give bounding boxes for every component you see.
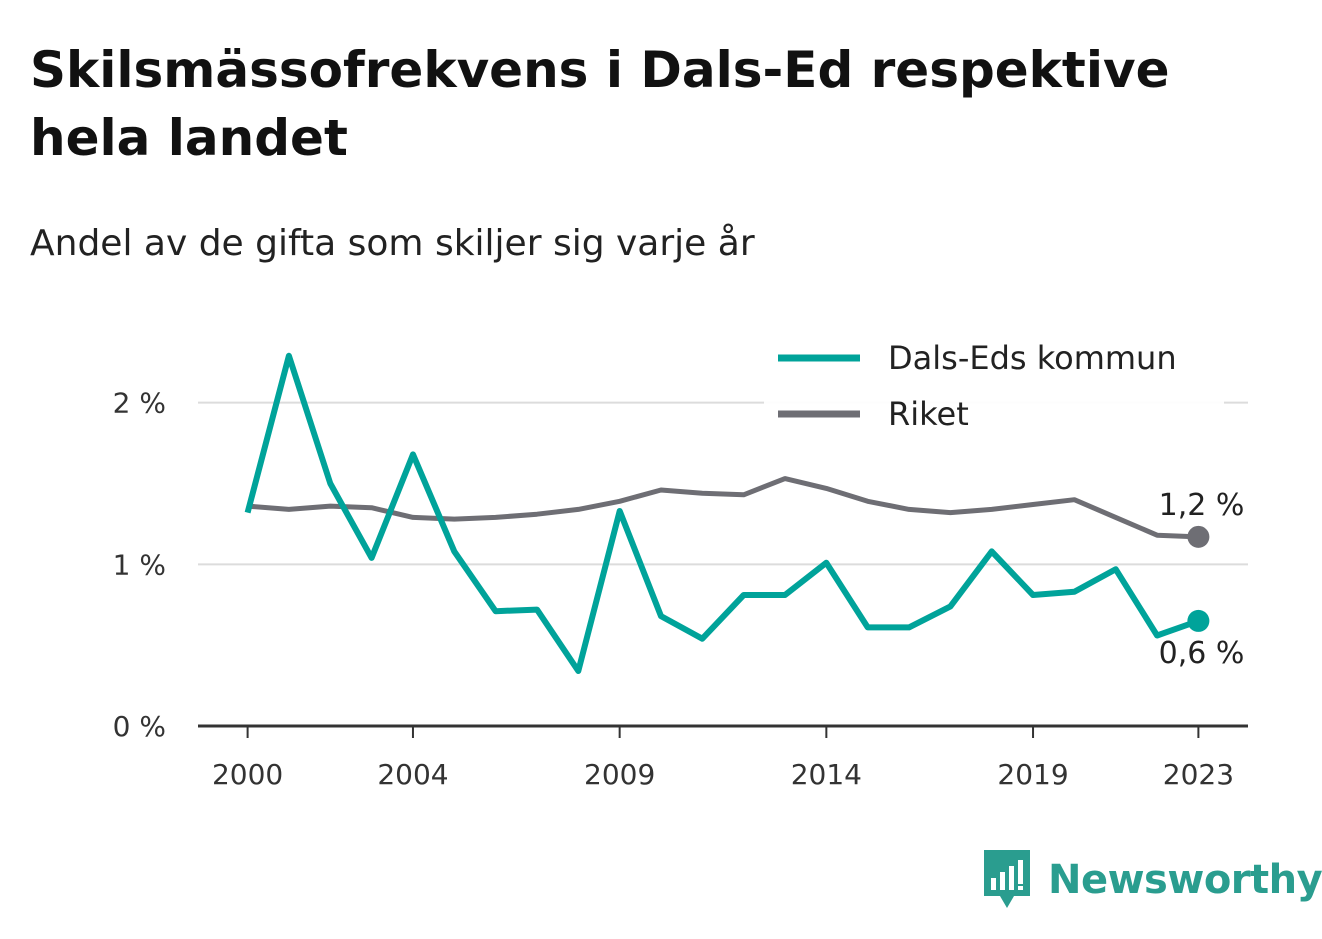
chart-subtitle: Andel av de gifta som skiljer sig varje … (30, 223, 755, 264)
end-label-riket: 1,2 % (1159, 488, 1245, 523)
series-line-riket (247, 476, 1199, 540)
brand-name: Newsworthy (1048, 857, 1322, 903)
x-tick-label: 2014 (791, 758, 862, 791)
x-tick-label: 2000 (212, 758, 283, 791)
legend-background (764, 336, 1224, 446)
series-line-dals-ed (244, 352, 1200, 674)
x-tick-label: 2019 (997, 758, 1068, 791)
legend-label: Dals-Eds kommun (888, 339, 1177, 377)
newsworthy-brand: Newsworthy (980, 848, 1322, 912)
x-tick-label: 2009 (584, 758, 655, 791)
end-label-dals-ed: 0,6 % (1159, 636, 1245, 671)
x-tick-label: 2023 (1163, 758, 1234, 791)
y-tick-label: 0 % (113, 710, 166, 743)
series-lines (244, 352, 1210, 674)
end-labels: 1,2 % 0,6 % (1159, 488, 1245, 671)
legend-label: Riket (888, 395, 969, 433)
axes: 0 % 1 % 2 % 2000 2004 2009 2014 2019 2023 (113, 387, 1248, 791)
x-tick-label: 2004 (377, 758, 448, 791)
legend: Dals-Eds kommun Riket (764, 336, 1224, 446)
y-tick-label: 1 % (113, 548, 166, 581)
end-point-marker (1187, 609, 1210, 632)
chart-title: Skilsmässofrekvens i Dals-Ed respektive … (30, 41, 1170, 167)
y-tick-label: 2 % (113, 387, 166, 420)
newsworthy-logo-icon (984, 850, 1030, 908)
end-point-marker (1187, 525, 1210, 548)
